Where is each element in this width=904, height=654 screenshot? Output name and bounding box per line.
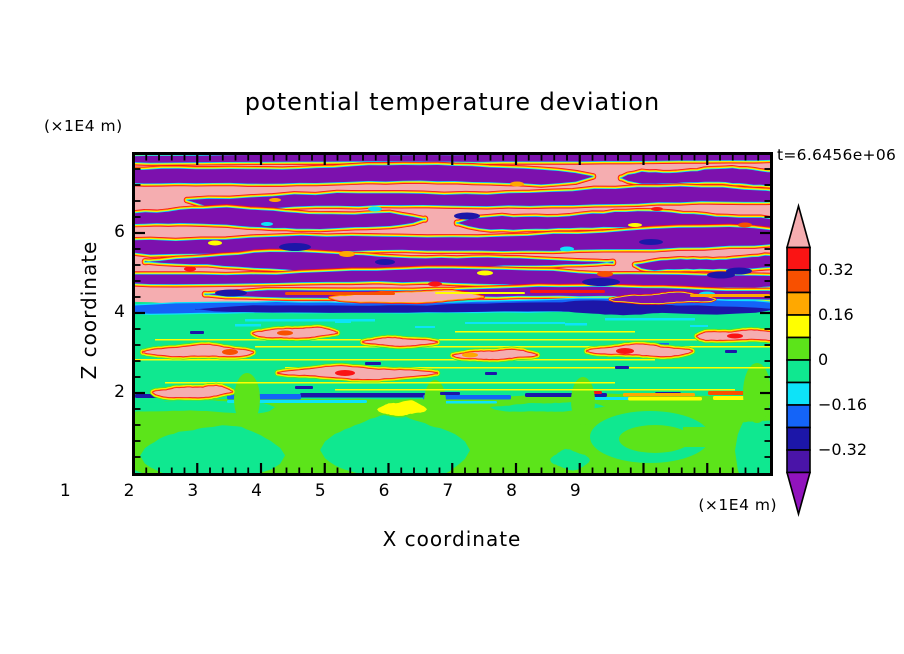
x-tick-label: 2 (123, 481, 135, 501)
colorbar-tick-label: −0.16 (818, 395, 868, 414)
x-tick-label: 8 (506, 481, 517, 501)
y-tick-label: 2 (114, 382, 125, 402)
x-tick-label: 4 (251, 481, 262, 501)
time-annotation: t=6.6456e+06 (777, 146, 897, 164)
x-tick-label: 1 (59, 481, 71, 501)
plot-title: potential temperature deviation (244, 88, 661, 116)
x-tick-label: 6 (378, 481, 390, 501)
colorbar: 0.32 0.16 0 −0.16 −0.32 (780, 200, 904, 520)
y-tick-label: 6 (114, 222, 125, 242)
x-tick-label: 5 (314, 481, 326, 501)
x-axis-title: X coordinate (382, 527, 522, 551)
colorbar-scale (785, 203, 812, 517)
x-tick-label: 3 (187, 481, 199, 501)
colorbar-tick-label: 0.32 (818, 260, 854, 279)
colorbar-tick-label: −0.32 (818, 440, 868, 459)
x-axis-unit-label: (×1E4 m) (698, 496, 777, 514)
y-axis-unit-label: (×1E4 m) (44, 117, 123, 135)
colorbar-tick-label: 0 (818, 350, 829, 369)
x-tick-label: 9 (569, 481, 581, 501)
x-tick-label: 7 (442, 481, 454, 501)
y-axis-title: Z coordinate (77, 240, 101, 380)
contour-field (135, 155, 770, 473)
colorbar-tick-label: 0.16 (818, 305, 854, 324)
plot-area (132, 152, 773, 476)
y-tick-label: 4 (114, 302, 125, 322)
